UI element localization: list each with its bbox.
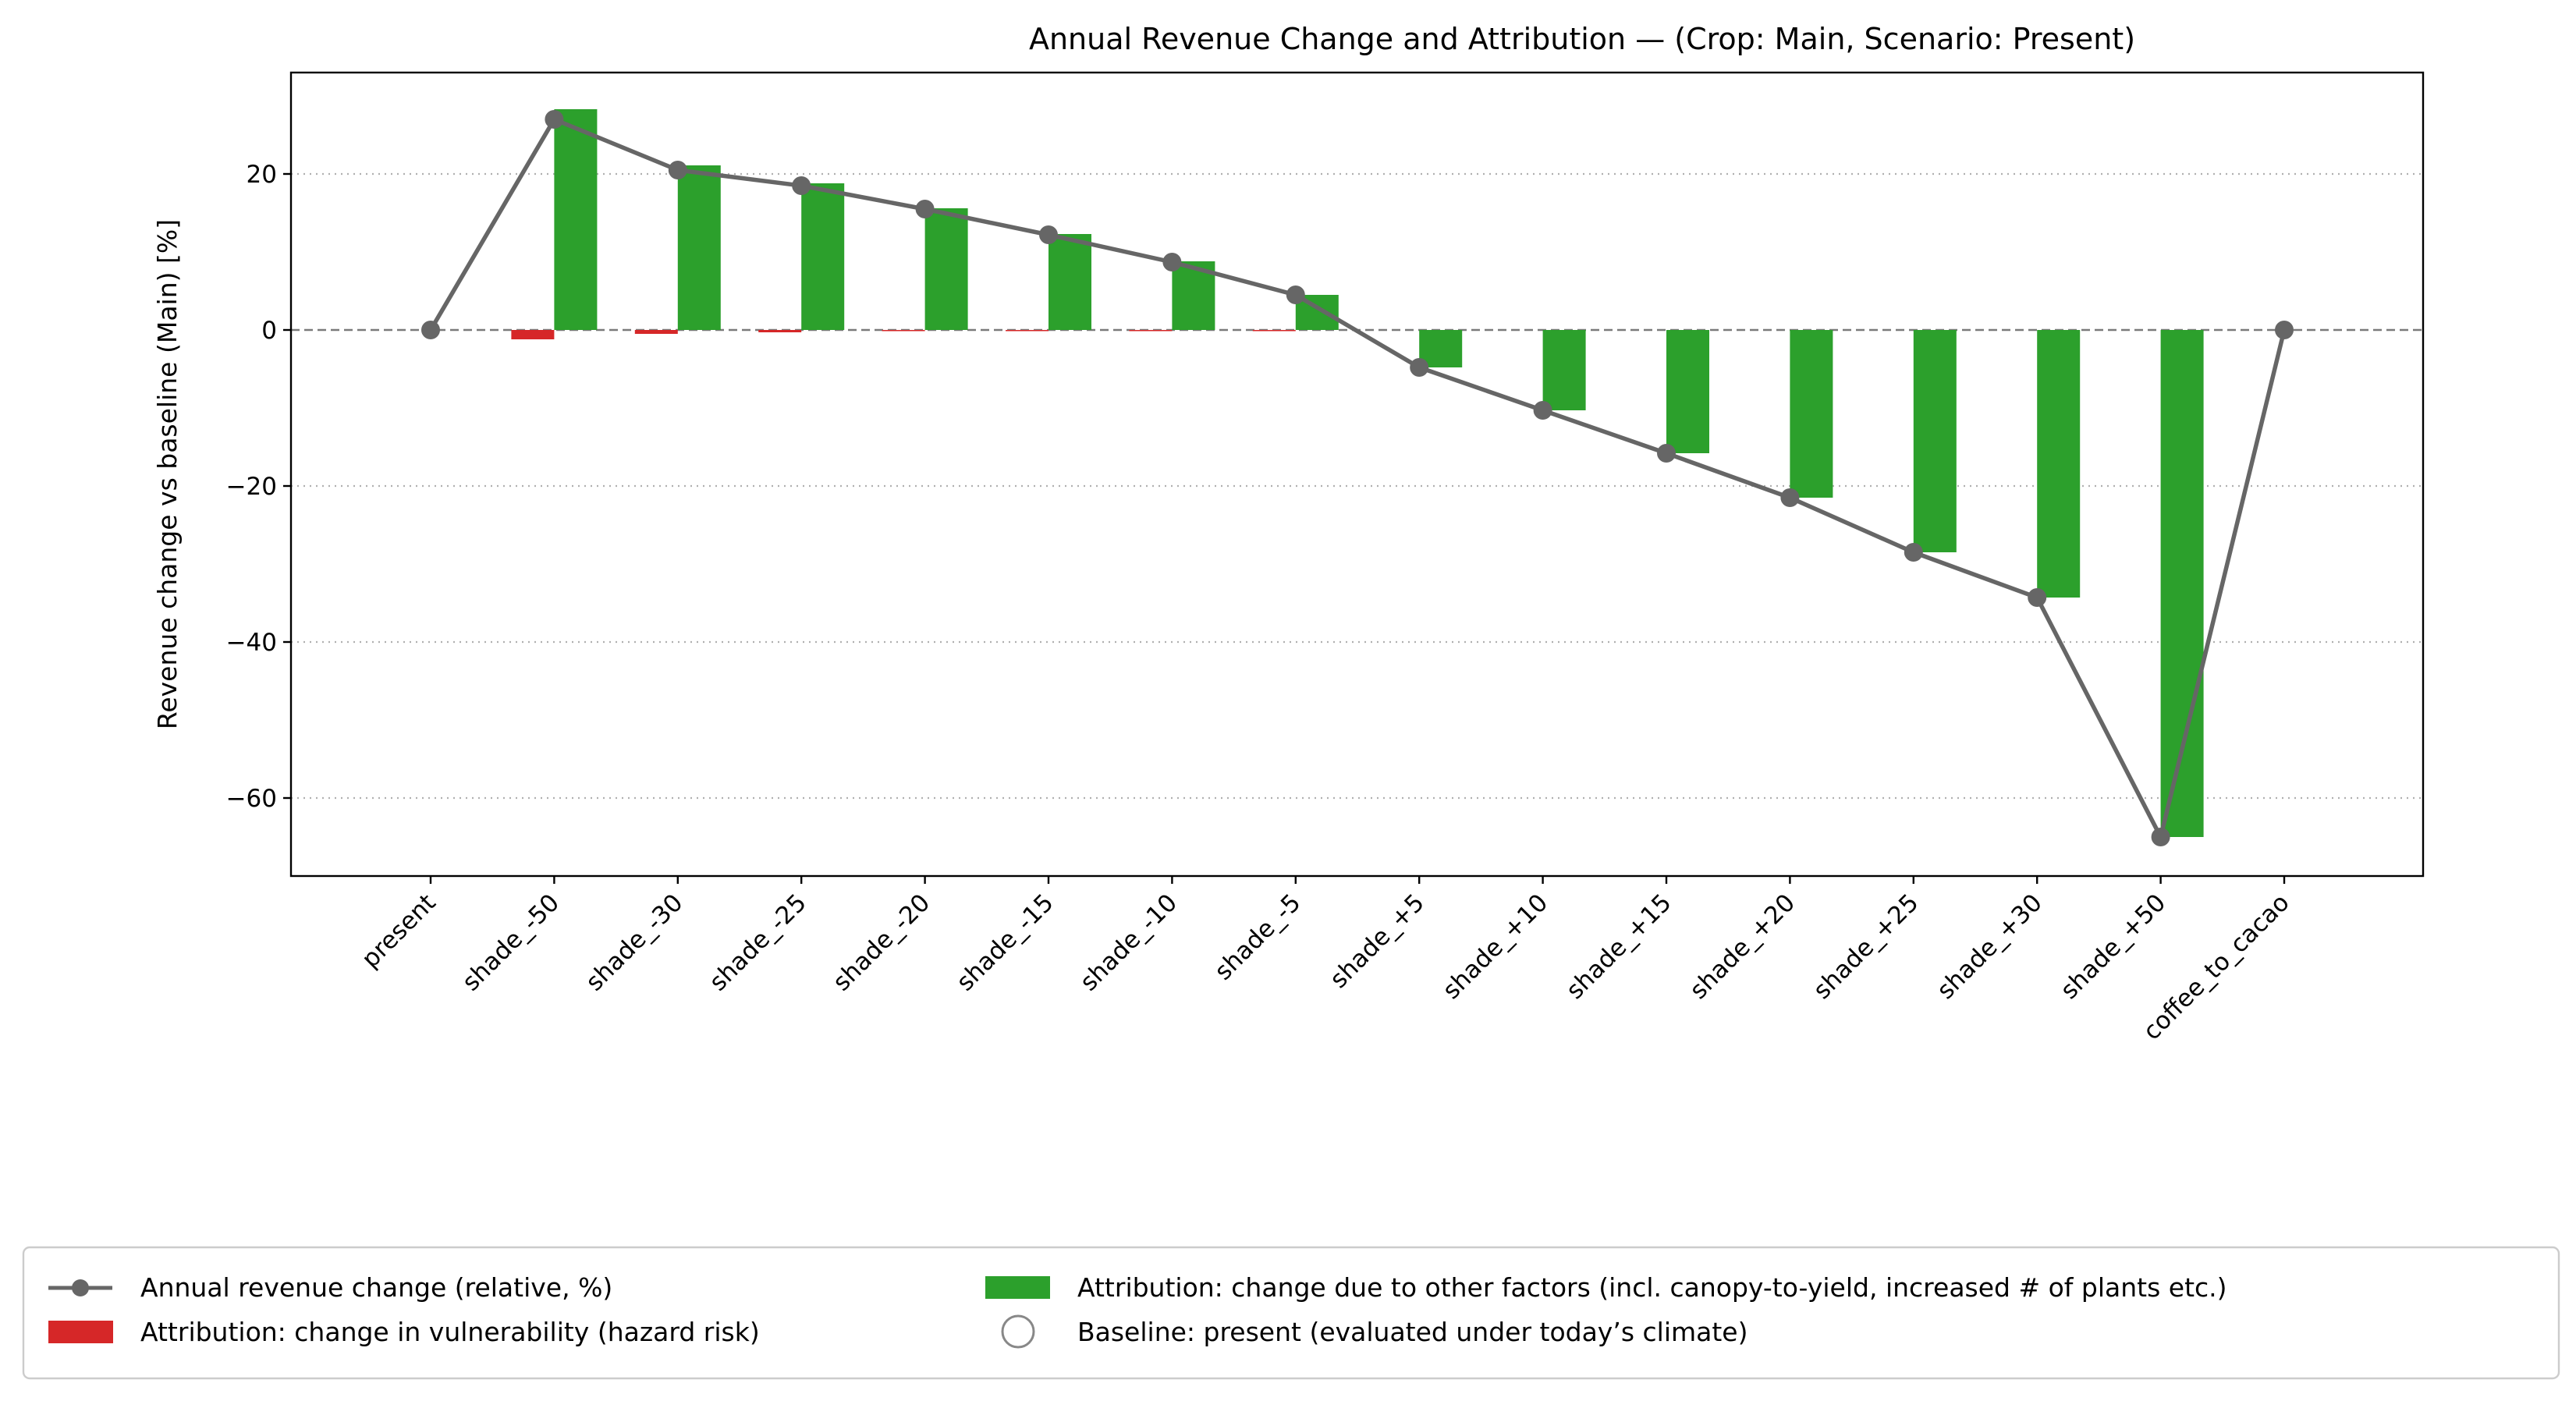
revenue-change-point <box>1533 401 1552 420</box>
legend-green-swatch <box>985 1276 1050 1299</box>
vulnerability-bar <box>634 330 678 334</box>
legend-marker-swatch <box>72 1279 89 1296</box>
vulnerability-bar <box>1006 330 1048 332</box>
other-factors-bar <box>554 109 598 330</box>
revenue-change-point <box>421 321 440 339</box>
other-factors-bar <box>1913 330 1957 552</box>
y-tick-label: −60 <box>226 785 277 813</box>
vulnerability-bar <box>511 330 555 339</box>
other-factors-bar <box>1542 330 1586 410</box>
y-tick-label: −20 <box>226 473 277 501</box>
revenue-change-point <box>2028 588 2047 607</box>
revenue-change-line <box>428 117 2287 839</box>
y-axis: 20 0 −20 −40 −60 <box>226 161 291 813</box>
other-factors-bar <box>2160 330 2204 837</box>
revenue-change-point <box>1657 444 1676 463</box>
revenue-change-point <box>1780 488 1800 507</box>
legend-entry-vulnerability: Attribution: change in vulnerability (ha… <box>48 1317 760 1347</box>
revenue-change-point <box>545 110 564 129</box>
revenue-change-point <box>2151 828 2170 846</box>
revenue-change-point <box>1904 543 1923 562</box>
vulnerability-bar <box>1129 330 1173 332</box>
legend-label-vulnerability: Attribution: change in vulnerability (ha… <box>140 1317 760 1347</box>
other-factors-bar <box>2037 330 2081 598</box>
revenue-change-point <box>2275 321 2294 339</box>
other-factors-bar <box>1419 330 1463 367</box>
revenue-change-point <box>1039 225 1058 244</box>
revenue-line-layer <box>421 110 2294 846</box>
other-factors-bar <box>1048 234 1091 330</box>
y-tick-label: −40 <box>226 629 277 657</box>
bars <box>511 109 2204 837</box>
y-tick-label: 0 <box>261 317 277 345</box>
other-factors-bar <box>1790 330 1833 498</box>
other-factors-bar <box>801 183 845 330</box>
revenue-change-point <box>1162 253 1182 271</box>
chart-title: Annual Revenue Change and Attribution — … <box>1029 22 2135 56</box>
vulnerability-bar <box>882 330 925 332</box>
vulnerability-bar <box>1252 330 1296 332</box>
legend-entry-revenue: Annual revenue change (relative, %) <box>48 1272 612 1303</box>
legend-entry-baseline: Baseline: present (evaluated under today… <box>1001 1314 1747 1349</box>
revenue-change-point <box>1410 358 1429 377</box>
revenue-change-point <box>792 176 811 195</box>
revenue-change-point <box>1286 286 1305 304</box>
legend-baseline-swatch <box>1001 1314 1035 1349</box>
legend-label-baseline: Baseline: present (evaluated under today… <box>1077 1317 1747 1347</box>
legend-frame <box>22 1246 2560 1380</box>
y-axis-label: Revenue change vs baseline (Main) [%] <box>152 219 183 729</box>
revenue-change-point <box>668 161 687 179</box>
legend: Annual revenue change (relative, %) Attr… <box>22 1246 2560 1380</box>
other-factors-bar <box>1666 330 1709 453</box>
y-tick-label: 20 <box>247 161 277 189</box>
vulnerability-bar <box>758 330 802 332</box>
other-factors-bar <box>924 208 968 330</box>
plot-frame <box>289 71 2425 878</box>
legend-red-swatch <box>48 1321 113 1343</box>
revenue-change-point <box>915 200 935 218</box>
other-factors-bar <box>677 165 721 330</box>
legend-label-other-factors: Attribution: change due to other factors… <box>1077 1272 2227 1303</box>
legend-entry-other-factors: Attribution: change due to other factors… <box>985 1272 2227 1303</box>
legend-label-revenue: Annual revenue change (relative, %) <box>140 1272 612 1303</box>
